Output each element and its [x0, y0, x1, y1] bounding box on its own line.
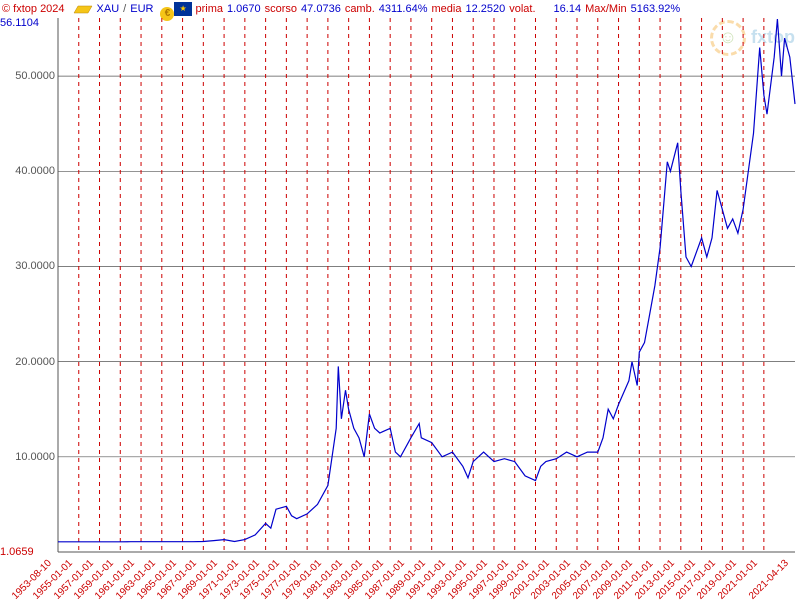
forex-chart: © fxtop 2024 XAU / EUR € prima 1.0670 sc… — [0, 0, 800, 600]
y-tick-label: 50.0000 — [0, 70, 55, 82]
y-tick-label: 40.0000 — [0, 165, 55, 177]
plot-area — [0, 0, 800, 600]
y-tick-label: 30.0000 — [0, 260, 55, 272]
y-tick-label: 10.0000 — [0, 451, 55, 463]
y-tick-label: 20.0000 — [0, 356, 55, 368]
